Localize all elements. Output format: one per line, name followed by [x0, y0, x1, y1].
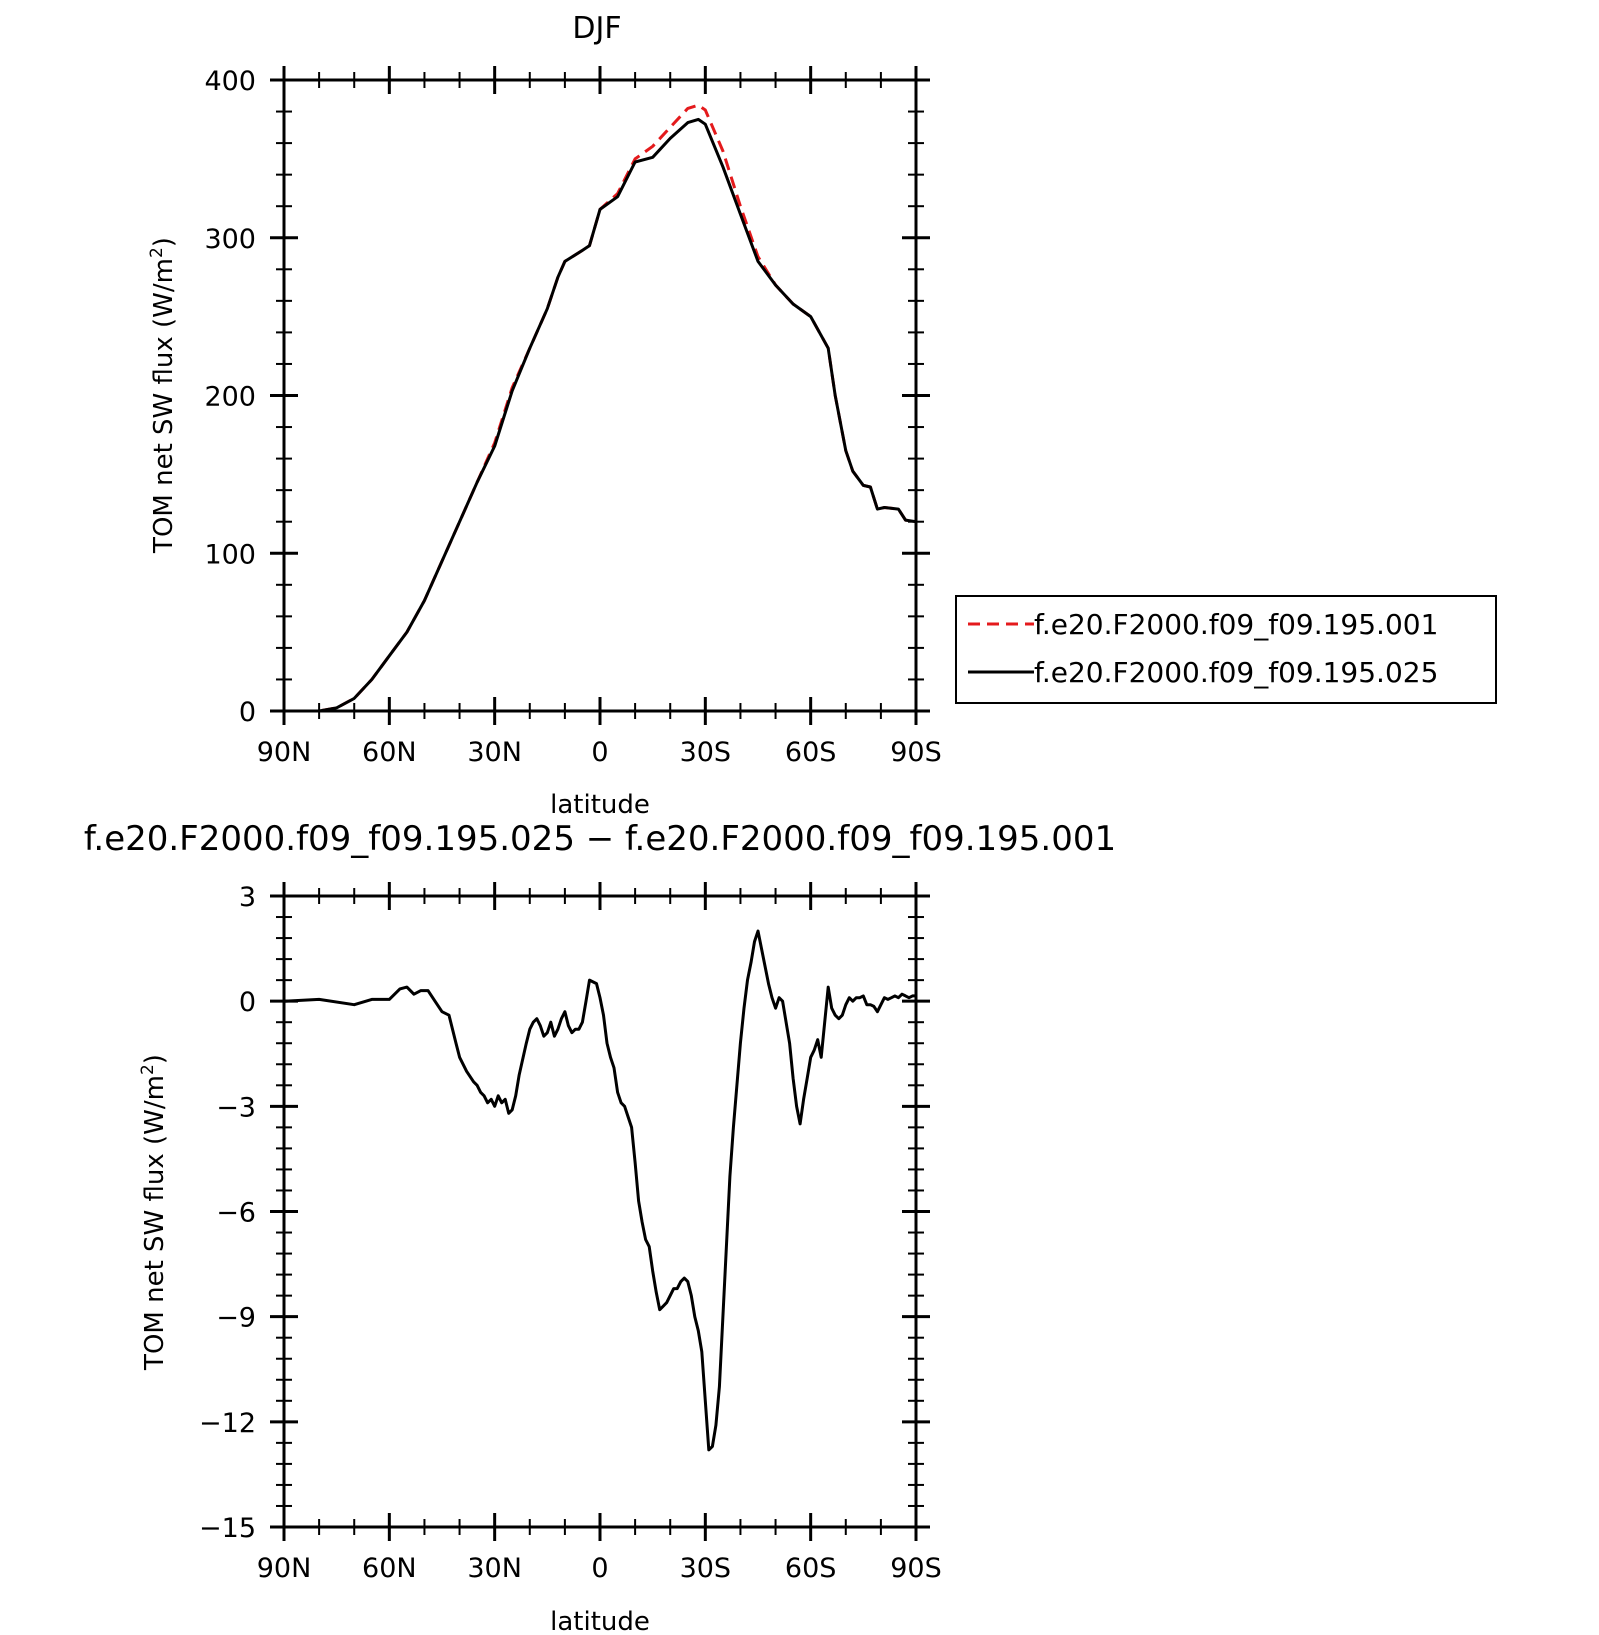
top-x-tick-label: 30S: [680, 737, 732, 768]
bottom-x-tick-label: 30S: [680, 1553, 732, 1584]
top-x-tick-label: 0: [591, 737, 608, 768]
top-x-tick-label: 30N: [467, 737, 522, 768]
bottom-x-tick-label: 60N: [362, 1553, 417, 1584]
bottom-y-tick-label: 0: [239, 987, 256, 1018]
bottom-x-tick-label: 0: [591, 1553, 608, 1584]
top-chart-title: DJF: [572, 11, 621, 46]
bottom-x-tick-label: 60S: [785, 1553, 837, 1584]
bottom-panel: f.e20.F2000.f09_f09.195.025 − f.e20.F200…: [84, 819, 1116, 1635]
bottom-y-axis-label-end: ): [140, 1054, 170, 1064]
top-x-tick-label: 60S: [785, 737, 837, 768]
bottom-y-axis-label-sup: 2: [138, 1064, 158, 1075]
bottom-y-tick-label: −6: [216, 1198, 256, 1229]
bottom-series-layer: [283, 929, 916, 1452]
top-y-axis-label-end: ): [149, 237, 179, 247]
top-ticks: [270, 66, 930, 725]
top-panel: DJF 90N 60N 30N 0 30S 60S 90S 0 100 200 300 400 lat…: [147, 11, 1497, 820]
top-y-tick-label: 400: [204, 66, 256, 97]
bottom-plot-frame: [282, 894, 918, 1529]
legend-label-025: f.e20.F2000.f09_f09.195.025: [1034, 656, 1438, 689]
bottom-chart-title: f.e20.F2000.f09_f09.195.025 − f.e20.F200…: [84, 819, 1116, 859]
top-x-tick-label: 60N: [362, 737, 417, 768]
bottom-series-line-0: [283, 929, 916, 1452]
top-x-tick-label: 90S: [890, 737, 942, 768]
bottom-y-tick-label: −3: [216, 1092, 256, 1123]
top-x-tick-label: 90N: [257, 737, 312, 768]
bottom-x-axis-label: latitude: [550, 1607, 650, 1635]
top-y-axis-label-sup: 2: [147, 247, 167, 258]
legend-box: [955, 595, 1497, 704]
bottom-x-tick-label: 90S: [890, 1553, 942, 1584]
top-series-layer: [284, 103, 917, 713]
bottom-y-tick-label: −12: [199, 1408, 256, 1439]
top-tick-labels: 90N 60N 30N 0 30S 60S 90S 0 100 200 300 400: [204, 66, 941, 768]
legend-label-001: f.e20.F2000.f09_f09.195.001: [1034, 608, 1438, 641]
top-y-axis-label: TOM net SW flux (W/m2): [147, 237, 179, 554]
bottom-x-tick-label: 90N: [257, 1553, 312, 1584]
bottom-y-axis-label: TOM net SW flux (W/m2): [138, 1054, 170, 1371]
bottom-ticks: [270, 882, 930, 1541]
bottom-tick-labels: 90N 60N 30N 0 30S 60S 90S 3 0 −3 −6 −9 −12 −15: [199, 882, 942, 1584]
top-x-axis-label: latitude: [550, 790, 650, 820]
top-y-tick-label: 300: [204, 224, 256, 255]
bottom-y-tick-label: −9: [216, 1303, 256, 1334]
top-series-line-1: [284, 117, 917, 713]
bottom-y-tick-label: −15: [199, 1513, 256, 1544]
top-plot-frame: [282, 78, 918, 713]
top-series-line-0: [284, 103, 917, 713]
top-y-tick-label: 0: [239, 697, 256, 728]
legend: f.e20.F2000.f09_f09.195.001 f.e20.F2000.…: [955, 595, 1497, 704]
top-y-tick-label: 200: [204, 382, 256, 413]
bottom-x-tick-label: 30N: [467, 1553, 522, 1584]
bottom-y-axis-label-main: TOM net SW flux (W/m: [140, 1075, 170, 1371]
bottom-y-tick-label: 3: [239, 882, 256, 913]
top-y-axis-label-main: TOM net SW flux (W/m: [149, 258, 179, 554]
top-y-tick-label: 100: [204, 539, 256, 570]
